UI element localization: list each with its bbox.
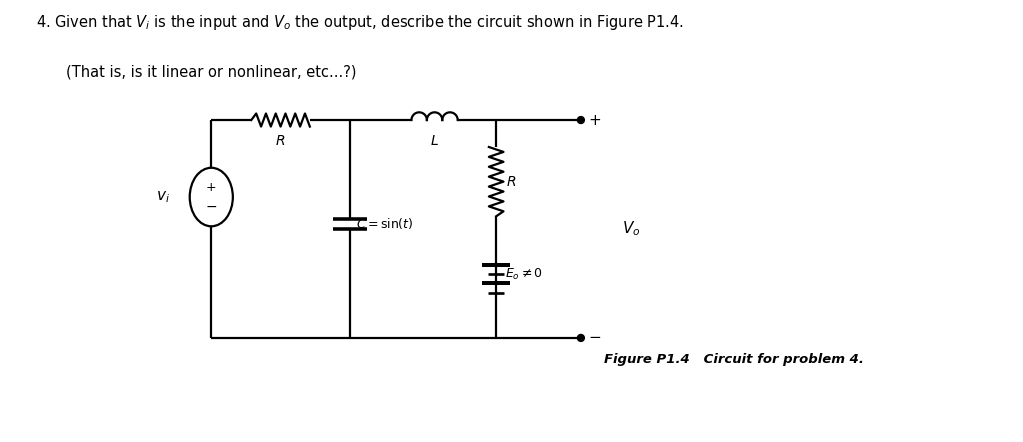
Text: $R$: $R$ (506, 175, 517, 189)
Text: +: + (588, 113, 602, 128)
Text: $V_o$: $V_o$ (622, 220, 640, 238)
Text: $v_i$: $v_i$ (155, 189, 170, 205)
Text: $R$: $R$ (275, 134, 285, 148)
Text: $C = \sin(t)$: $C = \sin(t)$ (356, 217, 413, 232)
Text: +: + (206, 180, 217, 194)
Text: $L$: $L$ (430, 134, 439, 148)
Text: 4. Given that $V_i$ is the input and $V_o$ the output, describe the circuit show: 4. Given that $V_i$ is the input and $V_… (36, 13, 683, 32)
Text: −: − (206, 200, 217, 214)
Text: $E_o\neq 0$: $E_o\neq 0$ (505, 267, 543, 282)
Circle shape (577, 335, 584, 341)
Text: −: − (588, 331, 602, 346)
Text: (That is, is it linear or nonlinear, etc...?): (That is, is it linear or nonlinear, etc… (66, 64, 357, 79)
Circle shape (577, 117, 584, 123)
Text: Figure P1.4   Circuit for problem 4.: Figure P1.4 Circuit for problem 4. (604, 353, 863, 366)
